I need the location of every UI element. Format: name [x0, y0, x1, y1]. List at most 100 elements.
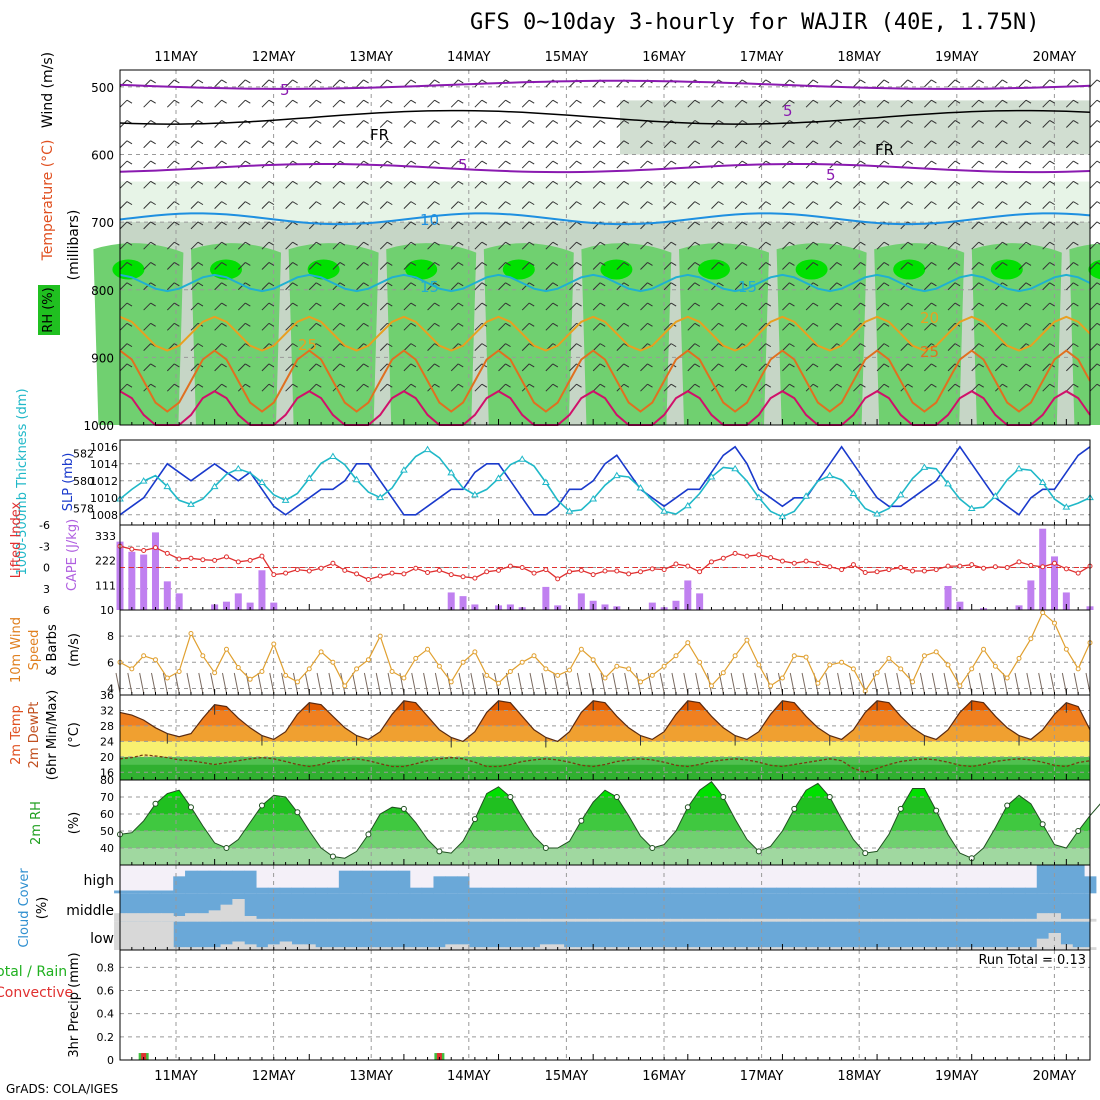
wind-barb: [1073, 322, 1079, 327]
wind-barb: [245, 221, 251, 226]
precip-axis-label: 3hr Precip (mm): [67, 952, 82, 1057]
wind-barb: [197, 79, 204, 84]
wind-barb: [971, 262, 980, 270]
wind-barb: [978, 241, 984, 246]
wind-barb: [505, 343, 511, 348]
wind-barb: [741, 79, 748, 84]
wind-barb: [221, 302, 227, 307]
wind-barb: [119, 282, 128, 291]
wind-barb: [860, 99, 866, 104]
wind-barb: [663, 383, 672, 392]
wind-barb: [782, 241, 790, 250]
cloud-high-bar: [752, 887, 766, 894]
wind-barb: [332, 180, 341, 189]
wind-barb-10m: [470, 672, 476, 694]
wind-barb: [883, 120, 890, 124]
wind-barb: [663, 363, 672, 372]
cloud-high-bar: [894, 887, 908, 894]
wind-barb-10m: [281, 672, 287, 694]
wind-barb: [995, 79, 1003, 88]
wind-barb: [316, 302, 322, 307]
wind-barb: [552, 302, 559, 307]
wind-barb: [363, 120, 369, 124]
wind-barb: [711, 262, 719, 270]
wind-barb: [805, 221, 814, 230]
wind-barb: [308, 79, 317, 88]
wind-speed-point: [708, 683, 714, 689]
wind-barb: [829, 322, 838, 331]
cloud-high-bar: [764, 887, 778, 894]
wind-barb-10m: [659, 672, 665, 694]
thickness-point: [258, 478, 266, 485]
lifted-index-point: [342, 567, 348, 573]
wind-speed-point: [850, 666, 856, 672]
wind-barb: [521, 221, 530, 230]
wind-barb: [599, 201, 606, 206]
x-axis-date-label: 12MAY: [252, 1069, 296, 1084]
cape-bar: [140, 554, 148, 610]
wind-barb: [450, 201, 459, 209]
wind-barb: [663, 160, 672, 169]
wind-speed-point: [223, 646, 229, 652]
wind-barb: [900, 221, 909, 230]
wind-barb: [403, 180, 412, 189]
wind-barb: [356, 322, 364, 331]
wind-barb: [1049, 99, 1055, 104]
wind-barb: [1089, 262, 1098, 270]
wind-barb: [907, 180, 913, 185]
wind-barb: [640, 241, 648, 250]
lifted-index-point: [306, 568, 312, 574]
wind-barb: [836, 201, 843, 206]
wind-barb: [143, 282, 152, 291]
rh-saturated-area: [1088, 259, 1100, 280]
cape-bar: [246, 602, 254, 610]
wind-barb: [1002, 79, 1008, 84]
wind-barb: [1089, 120, 1098, 128]
lifted-index-point: [779, 558, 785, 564]
cloud-middle-bar: [752, 918, 766, 922]
thickness-point: [329, 452, 337, 459]
cloud-high-bar: [729, 887, 742, 894]
wind-barb: [119, 180, 128, 189]
wind-barb: [214, 262, 222, 270]
wind-barb: [292, 302, 298, 307]
wind-barb: [900, 99, 909, 108]
wind-barb: [623, 99, 630, 104]
cloud-high-bar: [812, 887, 825, 894]
cloud-middle-bar: [942, 918, 955, 922]
cape-bar: [459, 596, 467, 610]
wind-barb: [1089, 241, 1098, 250]
wind-barb-10m: [943, 672, 949, 694]
wind-barb: [1049, 140, 1055, 145]
cloud-low-bar: [149, 921, 162, 950]
wind-barb: [647, 160, 653, 165]
wind-barb: [197, 99, 204, 104]
wind-barb: [498, 221, 506, 230]
wind-barb: [741, 160, 748, 165]
wind-barb: [457, 241, 464, 246]
cape-bar: [1027, 580, 1035, 610]
wind-barb: [143, 241, 152, 250]
wind-barb-10m: [517, 672, 523, 694]
wind-barb: [812, 282, 819, 287]
wind-barb: [947, 180, 956, 189]
wind-barb: [1065, 343, 1074, 351]
wind-barb: [237, 262, 246, 270]
wind-barb: [174, 302, 180, 307]
wind-barb: [734, 99, 743, 108]
wind-barb: [528, 140, 535, 145]
wind-barb: [1025, 99, 1032, 104]
wind-barb: [214, 201, 222, 209]
lifted-index-point: [649, 566, 655, 572]
li-tick-label: 6: [43, 604, 50, 617]
wind-barb: [474, 363, 483, 372]
cape-bar: [672, 600, 680, 610]
wind-barb: [995, 241, 1003, 250]
thickness-point: [281, 496, 290, 503]
lifted-index-point: [283, 570, 289, 576]
lifted-index-point: [945, 563, 951, 569]
cape-bar: [684, 580, 692, 610]
wind-barb: [765, 302, 772, 307]
rh2m-point: [436, 848, 443, 855]
wind-barb: [410, 79, 417, 84]
